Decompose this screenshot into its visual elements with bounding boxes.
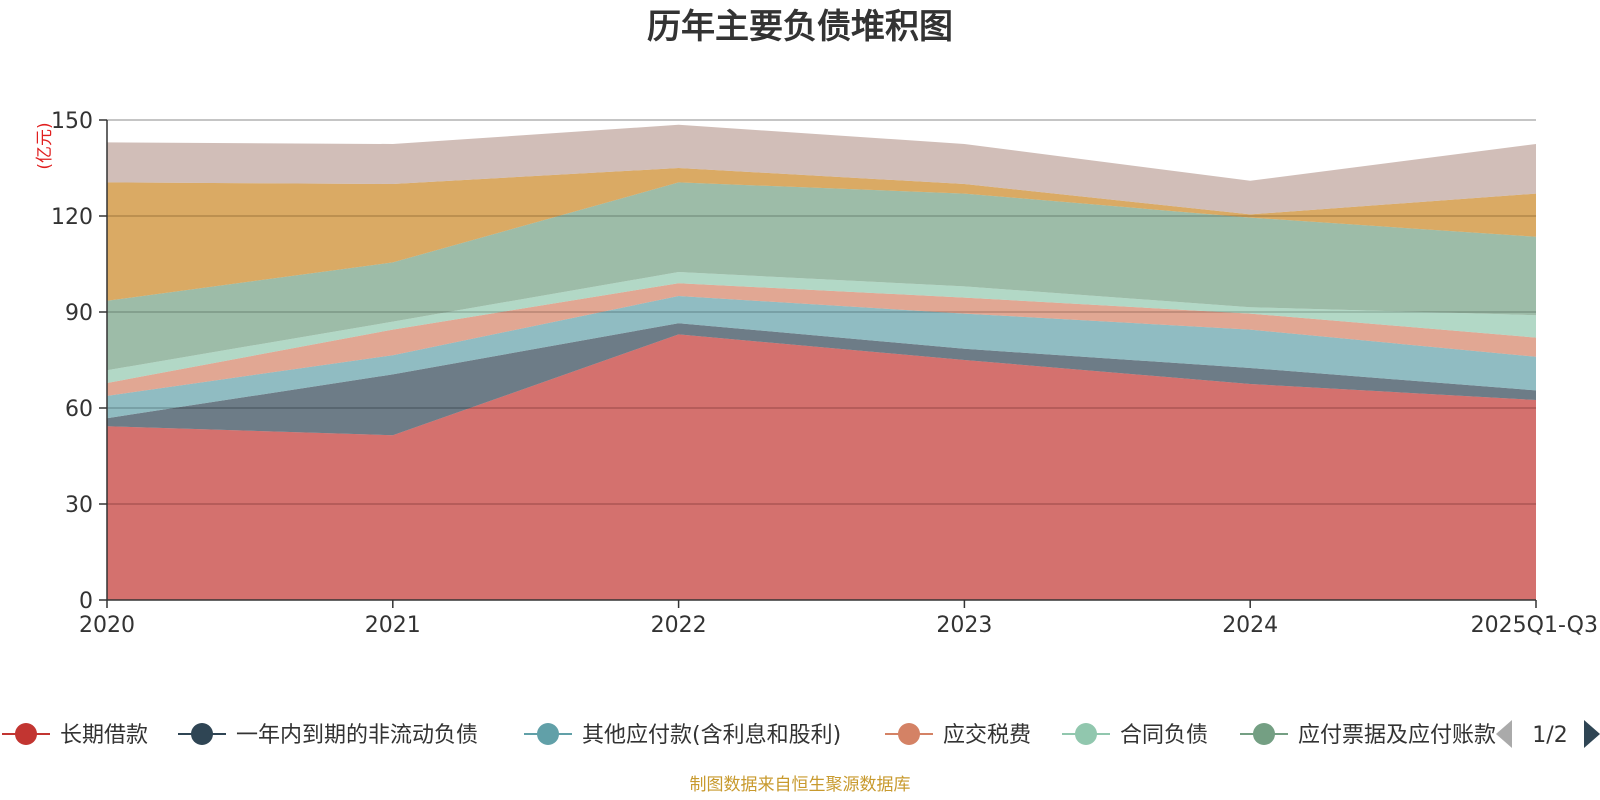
legend-item-0[interactable]: 长期借款: [2, 723, 148, 748]
y-tick-label-90: 90: [65, 301, 93, 326]
x-tick-label-1: 2021: [365, 613, 421, 638]
legend-page-indicator: 1/2: [1532, 723, 1567, 748]
area-series-6: [107, 168, 1536, 301]
y-tick-label-30: 30: [65, 493, 93, 518]
legend-marker-0: [15, 723, 37, 745]
area-series-5: [107, 182, 1536, 371]
legend-item-5[interactable]: 应付票据及应付账款: [1240, 723, 1496, 748]
legend-marker-2: [537, 723, 559, 745]
legend-item-3[interactable]: 应交税费: [885, 723, 1031, 748]
legend-label-3: 应交税费: [943, 723, 1031, 748]
x-tick-label-5: 2025Q1-Q3: [1471, 613, 1598, 638]
legend-label-2: 其他应付款(含利息和股利): [582, 723, 841, 748]
area-series-1: [107, 323, 1536, 436]
area-series-3: [107, 283, 1536, 396]
x-tick-label-0: 2020: [79, 613, 135, 638]
chart-title: 历年主要负债堆积图: [647, 7, 953, 47]
y-tick-label-0: 0: [79, 589, 93, 614]
legend-label-1: 一年内到期的非流动负债: [236, 723, 478, 748]
legend-marker-3: [898, 723, 920, 745]
y-axis-unit-label: (亿元): [35, 122, 55, 169]
y-tick-label-60: 60: [65, 397, 93, 422]
legend-label-5: 应付票据及应付账款: [1298, 723, 1496, 748]
x-tick-label-4: 2024: [1222, 613, 1278, 638]
area-series-layer: [107, 119, 1536, 600]
x-tick-label-3: 2023: [936, 613, 992, 638]
area-series-0: [107, 334, 1536, 600]
legend-marker-4: [1075, 723, 1097, 745]
legend-prev-icon[interactable]: [1496, 720, 1512, 748]
data-source-note: 制图数据来自恒生聚源数据库: [690, 775, 911, 795]
legend-item-1[interactable]: 一年内到期的非流动负债: [178, 723, 478, 748]
legend-next-icon[interactable]: [1584, 720, 1600, 748]
legend-label-0: 长期借款: [60, 723, 148, 748]
legend: 长期借款 一年内到期的非流动负债 其他应付款(含利息和股利) 应交税费 合同负债 应付票据…: [2, 723, 1496, 748]
y-tick-label-150: 150: [51, 109, 93, 134]
legend-item-4[interactable]: 合同负债: [1062, 723, 1208, 748]
legend-marker-5: [1253, 723, 1275, 745]
x-tick-label-2: 2022: [651, 613, 707, 638]
legend-label-4: 合同负债: [1120, 723, 1208, 748]
y-tick-label-120: 120: [51, 205, 93, 230]
legend-item-2[interactable]: 其他应付款(含利息和股利): [524, 723, 841, 748]
area-series-7: [107, 124, 1536, 215]
legend-pager: 1/2: [1496, 720, 1600, 748]
area-series-2: [107, 296, 1536, 419]
area-series-4: [107, 272, 1536, 384]
legend-marker-1: [191, 723, 213, 745]
axes: 0 30 60 90 120 150 2020 2021 2022 2023 2024 2025Q1-…: [51, 109, 1598, 638]
